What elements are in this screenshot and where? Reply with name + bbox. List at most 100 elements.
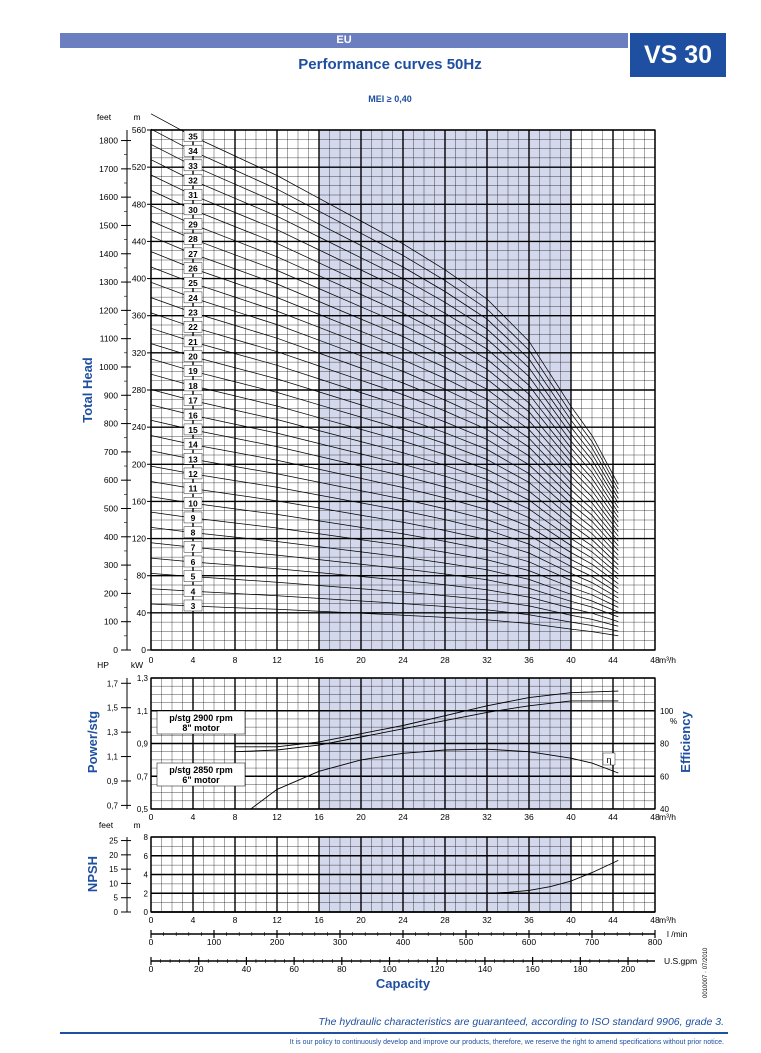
- stage-label-box: [183, 159, 203, 172]
- stage-curve: [150, 144, 619, 494]
- y-tick-ft: 1400: [99, 249, 118, 259]
- y-tick-ft: 100: [104, 617, 118, 627]
- y-axis-title-head: Total Head: [80, 357, 95, 423]
- stage-label: 28: [188, 234, 198, 244]
- y-tick-ft: 800: [104, 419, 118, 429]
- capacity-unit: l /min: [667, 929, 688, 939]
- x-tick-label: 12: [272, 812, 282, 822]
- stage-label: 13: [188, 454, 198, 464]
- stage-curve: [150, 159, 619, 499]
- y-tick-npsh-m: 0: [144, 908, 149, 917]
- stage-curve: [150, 235, 619, 523]
- stage-curve: [150, 251, 619, 528]
- x-tick-label: 0: [149, 655, 154, 665]
- stage-label: 23: [188, 308, 198, 318]
- y-tick-m: 80: [137, 571, 147, 581]
- x-tick-label: 8: [233, 655, 238, 665]
- y-tick-npsh-ft: 25: [109, 837, 118, 846]
- x-tick-label: 20: [356, 812, 366, 822]
- y-tick-kw: 1,1: [137, 707, 149, 716]
- stage-label-box: [183, 423, 203, 436]
- y-tick-ft: 600: [104, 475, 118, 485]
- x-tick-label: 28: [440, 812, 450, 822]
- capacity-tick-label: 300: [333, 937, 347, 947]
- y-tick-kw: 0,9: [137, 740, 149, 749]
- stage-curve: [150, 297, 619, 542]
- y-tick-m: 160: [132, 496, 146, 506]
- stage-label-box: [183, 511, 203, 524]
- motor-label-2900: p/stg 2900 rpm: [169, 713, 233, 723]
- stage-label-box: [183, 467, 203, 480]
- stage-label: 24: [188, 293, 198, 303]
- x-tick-label: 16: [314, 915, 324, 925]
- y-tick-ft: 1300: [99, 277, 118, 287]
- y-tick-ft: 300: [104, 560, 118, 570]
- y-tick-ft: 1500: [99, 220, 118, 230]
- y-tick-eff: 100: [660, 707, 674, 716]
- stage-label: 5: [191, 572, 196, 582]
- eta-label: η: [606, 755, 611, 765]
- stage-label: 19: [188, 366, 198, 376]
- stage-label-box: [183, 188, 203, 201]
- model-badge: VS 30: [630, 33, 726, 77]
- x-tick-label: 16: [314, 812, 324, 822]
- capacity-tick-label: 400: [396, 937, 410, 947]
- x-tick-label: 28: [440, 915, 450, 925]
- y-tick-npsh-ft: 5: [114, 894, 119, 903]
- stage-curve: [150, 419, 619, 580]
- stage-label-box: [183, 541, 203, 553]
- stage-curve: [150, 527, 619, 613]
- region-label: EU: [336, 34, 352, 46]
- x-tick-label: 40: [566, 812, 576, 822]
- npsh-curve: [486, 859, 619, 894]
- x-tick-label: 24: [398, 915, 408, 925]
- x-tick-label: 44: [608, 812, 618, 822]
- stage-label: 9: [191, 513, 196, 523]
- header-bar: [60, 33, 628, 48]
- stage-label-box: [183, 306, 203, 318]
- x-tick-label: 28: [440, 655, 450, 665]
- stage-label: 32: [188, 176, 198, 186]
- stage-curve: [150, 404, 619, 575]
- y-tick-eff: 80: [660, 740, 669, 749]
- x-axis-head-unit: m³/h: [659, 655, 676, 665]
- y-tick-m: 440: [132, 236, 146, 246]
- y-tick-kw: 0,5: [137, 805, 149, 814]
- y-tick-m: 320: [132, 348, 146, 358]
- x-tick-label: 16: [314, 655, 324, 665]
- y-tick-ft: 1600: [99, 192, 118, 202]
- stage-curve: [150, 327, 619, 551]
- stage-curve: [150, 603, 619, 637]
- eff-unit: %: [670, 717, 677, 726]
- stage-label-box: [183, 350, 203, 362]
- motor-label-box-2900: [156, 710, 246, 735]
- stage-label-box: [183, 291, 203, 304]
- y-axis-title-efficiency: Efficiency: [678, 711, 693, 773]
- stage-label-box: [183, 321, 203, 333]
- x-axis-npsh-unit: m³/h: [659, 915, 676, 925]
- x-tick-label: 0: [149, 915, 154, 925]
- y-tick-eff: 60: [660, 772, 669, 781]
- stage-label: 18: [188, 381, 198, 391]
- capacity-tick-label: 160: [526, 964, 540, 974]
- x-tick-label: 12: [272, 915, 282, 925]
- mei-label: MEI ≥ 0,40: [368, 94, 412, 104]
- doc-reference: 0010007 · 07/2010: [703, 947, 709, 998]
- y-tick-hp: 1,7: [107, 679, 119, 688]
- stage-curve: [150, 190, 619, 509]
- stage-label: 12: [188, 469, 198, 479]
- y-tick-npsh-m: 4: [144, 871, 149, 880]
- stage-label-box: [183, 409, 203, 421]
- motor-label-box-2850: [156, 762, 246, 787]
- stage-label: 8: [191, 528, 196, 538]
- stage-curve: [150, 373, 619, 566]
- y-tick-npsh-m: 8: [144, 833, 149, 842]
- x-tick-label: 8: [233, 915, 238, 925]
- y-tick-m: 480: [132, 199, 146, 209]
- y-tick-npsh-m: 6: [144, 852, 149, 861]
- y-tick-ft: 1700: [99, 164, 118, 174]
- y-tick-m: 240: [132, 422, 146, 432]
- eta-label-box: [602, 752, 616, 766]
- stage-curve: [150, 266, 619, 532]
- capacity-tick-label: 60: [289, 964, 299, 974]
